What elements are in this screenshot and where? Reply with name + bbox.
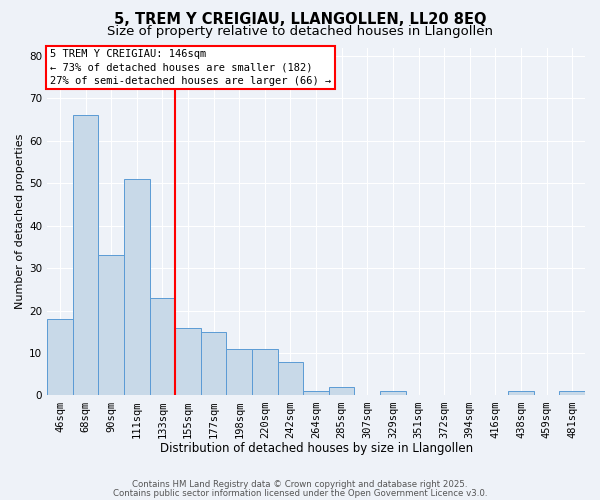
Bar [226, 349, 252, 396]
Y-axis label: Number of detached properties: Number of detached properties [15, 134, 25, 309]
Bar [303, 391, 329, 396]
Text: Size of property relative to detached houses in Llangollen: Size of property relative to detached ho… [107, 25, 493, 38]
Bar [201, 332, 226, 396]
Text: 5 TREM Y CREIGIAU: 146sqm
← 73% of detached houses are smaller (182)
27% of semi: 5 TREM Y CREIGIAU: 146sqm ← 73% of detac… [50, 49, 331, 86]
Bar [47, 319, 73, 396]
Text: 5, TREM Y CREIGIAU, LLANGOLLEN, LL20 8EQ: 5, TREM Y CREIGIAU, LLANGOLLEN, LL20 8EQ [114, 12, 486, 28]
Text: Contains HM Land Registry data © Crown copyright and database right 2025.: Contains HM Land Registry data © Crown c… [132, 480, 468, 489]
Bar [329, 387, 355, 396]
Bar [278, 362, 303, 396]
X-axis label: Distribution of detached houses by size in Llangollen: Distribution of detached houses by size … [160, 442, 473, 455]
Bar [252, 349, 278, 396]
Bar [380, 391, 406, 396]
Bar [73, 116, 98, 396]
Bar [508, 391, 534, 396]
Text: Contains public sector information licensed under the Open Government Licence v3: Contains public sector information licen… [113, 488, 487, 498]
Bar [98, 256, 124, 396]
Bar [559, 391, 585, 396]
Bar [175, 328, 201, 396]
Bar [149, 298, 175, 396]
Bar [124, 179, 149, 396]
